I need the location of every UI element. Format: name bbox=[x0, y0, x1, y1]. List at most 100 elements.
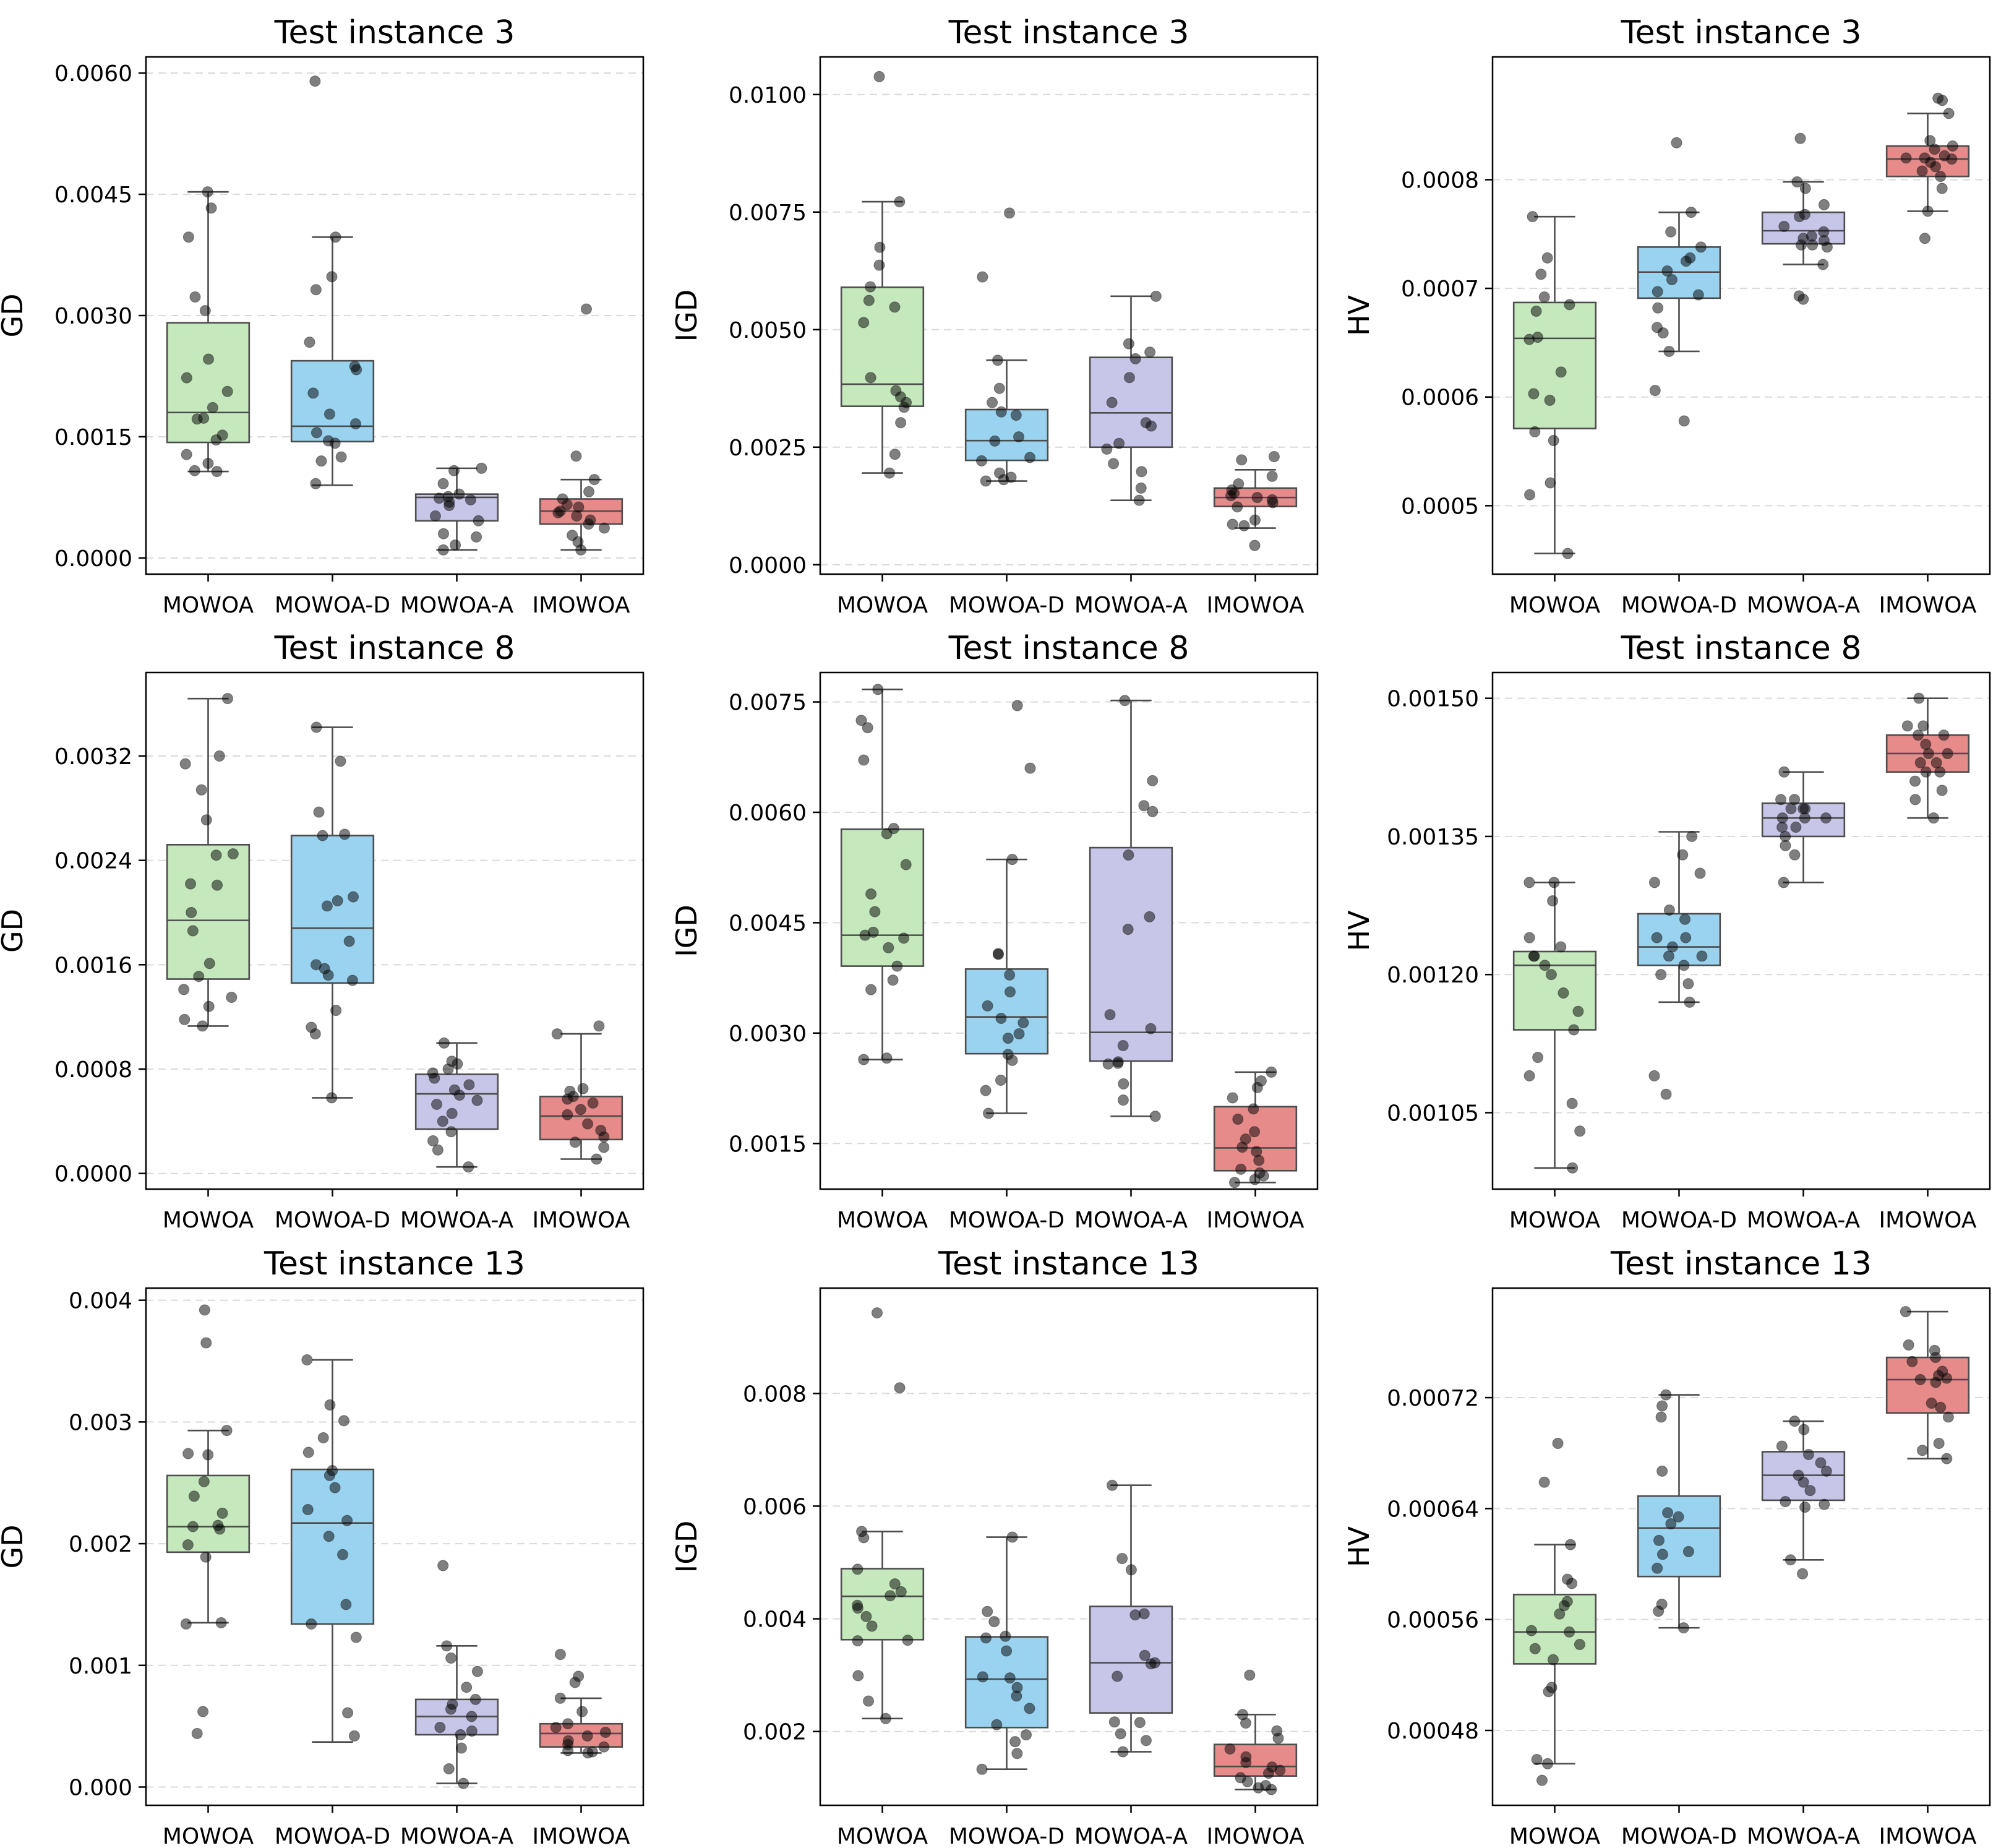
data-point bbox=[1920, 766, 1932, 778]
data-point bbox=[445, 1703, 456, 1715]
data-point bbox=[1538, 1476, 1550, 1488]
data-point bbox=[346, 974, 358, 986]
data-point bbox=[309, 75, 321, 87]
data-point bbox=[895, 1586, 907, 1597]
data-point bbox=[1523, 932, 1535, 943]
box-mowoa-a bbox=[1089, 699, 1173, 1117]
data-point bbox=[898, 932, 910, 944]
data-point bbox=[1804, 1485, 1816, 1497]
plot-frame bbox=[145, 56, 645, 575]
data-point bbox=[204, 958, 215, 969]
data-point bbox=[1665, 1518, 1677, 1530]
iqr-box bbox=[414, 1073, 499, 1130]
box-mowoa bbox=[1512, 882, 1597, 1169]
data-point bbox=[1266, 1784, 1277, 1795]
data-point bbox=[317, 830, 328, 841]
data-point bbox=[1146, 420, 1157, 432]
chart-panel-8: Test instance 13 IGD 0.002 0.004 0.006 0.008 M… bbox=[670, 1245, 1319, 1848]
data-point bbox=[181, 372, 192, 384]
data-point bbox=[860, 1610, 872, 1622]
box-mowoa-a bbox=[1089, 1484, 1173, 1753]
data-point bbox=[443, 499, 455, 511]
chart-panel-2: Test instance 3 IGD 0.0000 0.0025 0.0050 0.00… bbox=[670, 14, 1319, 618]
box-mowoa bbox=[840, 689, 925, 1060]
data-point bbox=[1117, 1040, 1129, 1052]
data-point bbox=[1238, 520, 1250, 531]
data-point bbox=[1929, 144, 1940, 155]
data-point bbox=[1935, 1401, 1947, 1413]
data-point bbox=[189, 291, 201, 303]
data-point bbox=[1916, 1445, 1928, 1456]
data-point bbox=[458, 1777, 469, 1789]
data-point bbox=[203, 1000, 215, 1012]
y-tick-label: 0.00072 bbox=[1387, 1386, 1479, 1411]
data-point bbox=[884, 467, 896, 479]
data-point bbox=[598, 1741, 610, 1753]
data-point bbox=[1544, 394, 1556, 406]
box-imowoa bbox=[1213, 1071, 1298, 1184]
data-point bbox=[582, 1118, 594, 1130]
data-point bbox=[311, 721, 322, 733]
data-point bbox=[1235, 1163, 1247, 1175]
data-point bbox=[591, 1153, 602, 1165]
data-point bbox=[205, 202, 217, 214]
data-point bbox=[992, 948, 1004, 960]
plot-frame bbox=[1491, 671, 1991, 1190]
data-point bbox=[1251, 1081, 1263, 1093]
data-point bbox=[213, 750, 225, 762]
box-mowoa-a bbox=[1761, 181, 1846, 265]
y-axis-label: GD bbox=[0, 293, 29, 337]
data-point bbox=[872, 684, 884, 695]
data-point bbox=[858, 1532, 870, 1544]
x-tick-label-mowoa-a: MOWOA-A bbox=[400, 1208, 514, 1233]
data-point bbox=[324, 408, 335, 420]
y-tick-label: 0.0100 bbox=[729, 83, 807, 108]
data-point bbox=[1680, 256, 1692, 267]
data-point bbox=[1020, 1729, 1032, 1741]
data-point bbox=[1236, 454, 1248, 466]
data-point bbox=[1789, 849, 1801, 861]
data-point bbox=[1926, 1398, 1937, 1409]
data-point bbox=[1909, 775, 1921, 787]
data-point bbox=[215, 1617, 227, 1628]
data-point bbox=[1013, 431, 1025, 443]
data-point bbox=[1778, 877, 1789, 888]
data-point bbox=[1922, 747, 1934, 759]
iqr-box bbox=[840, 828, 925, 967]
data-point bbox=[1678, 960, 1690, 971]
data-point bbox=[1547, 1654, 1559, 1665]
iqr-box bbox=[290, 359, 375, 443]
data-point bbox=[323, 1531, 335, 1542]
y-tick-label: 0.0000 bbox=[54, 546, 132, 572]
y-tick-label: 0.0045 bbox=[54, 183, 132, 208]
data-point bbox=[1002, 1033, 1014, 1044]
data-point bbox=[1112, 1057, 1124, 1069]
data-point bbox=[992, 355, 1003, 366]
data-point bbox=[1785, 1554, 1796, 1566]
box-mowoa-d bbox=[290, 726, 375, 1099]
chart-panel-5: Test instance 8 IGD 0.0015 0.0030 0.0045 0.00… bbox=[670, 630, 1319, 1233]
data-point bbox=[887, 974, 899, 986]
y-tick-label: 0.002 bbox=[69, 1532, 132, 1557]
data-point bbox=[191, 413, 203, 425]
data-point bbox=[980, 1632, 992, 1644]
data-point bbox=[1934, 766, 1946, 778]
data-point bbox=[1140, 1735, 1152, 1747]
box-mowoa-a bbox=[414, 1042, 499, 1168]
data-point bbox=[350, 1631, 362, 1643]
data-point bbox=[881, 828, 893, 840]
data-point bbox=[1240, 1717, 1251, 1729]
data-point bbox=[1009, 1736, 1021, 1748]
data-point bbox=[1106, 397, 1118, 408]
data-point bbox=[1900, 1306, 1911, 1318]
y-tick-label: 0.001 bbox=[69, 1654, 132, 1679]
data-point bbox=[1941, 1372, 1953, 1384]
y-tick-label: 0.0016 bbox=[54, 953, 132, 978]
data-point bbox=[1145, 1023, 1157, 1034]
chart-panel-9: Test instance 13 HV 0.00048 0.00056 0.00064 0… bbox=[1342, 1245, 1991, 1848]
x-tick-label-imowoa: IMOWOA bbox=[1879, 593, 1977, 618]
data-point bbox=[1135, 482, 1147, 494]
data-point bbox=[1662, 1507, 1674, 1519]
y-tick-label: 0.006 bbox=[743, 1494, 807, 1519]
data-point bbox=[855, 715, 867, 726]
